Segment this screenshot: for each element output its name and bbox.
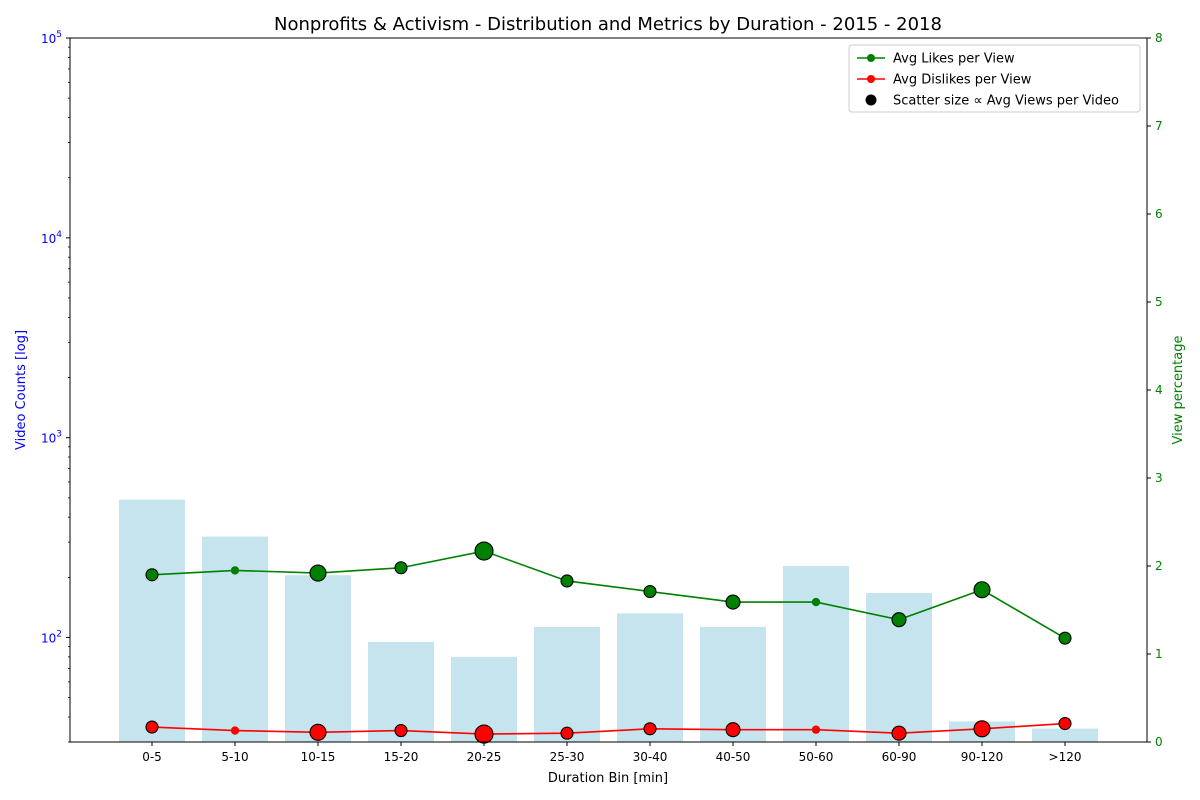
y2-tick-label: 1 — [1155, 647, 1163, 661]
y2-tick-label: 8 — [1155, 31, 1163, 45]
series-0-point->120 — [1058, 631, 1072, 645]
y2-tick-label: 4 — [1155, 383, 1163, 397]
y2-axis-label: View percentage — [1171, 336, 1186, 445]
series-0-point-30-40 — [643, 584, 657, 599]
x-tick-label: >120 — [1049, 750, 1082, 764]
bar-25-30 — [534, 626, 600, 742]
legend: Avg Likes per View Avg Dislikes per View S… — [848, 44, 1141, 113]
series-0-point-20-25 — [474, 541, 494, 561]
lines-layer — [145, 541, 1072, 744]
legend-marker — [867, 75, 875, 83]
legend-label: Avg Likes per View — [893, 52, 1015, 67]
series-1-point-60-90 — [891, 725, 907, 741]
legend-label: Avg Dislikes per View — [893, 73, 1032, 88]
y2-tick-label: 2 — [1155, 559, 1163, 573]
y-axis-label: Video Counts [log] — [14, 330, 29, 450]
bar->120 — [1032, 728, 1098, 742]
x-tick-label: 40-50 — [716, 750, 751, 764]
y2-tick-label: 0 — [1155, 735, 1163, 749]
series-0-point-10-15 — [309, 564, 327, 582]
x-tick-label: 10-15 — [301, 750, 336, 764]
bar-50-60 — [783, 565, 849, 742]
series-1-point-25-30 — [560, 726, 574, 740]
bar-30-40 — [617, 613, 683, 742]
y-tick-label: 104 — [41, 230, 62, 246]
series-1-point-20-25 — [474, 724, 494, 744]
legend-label: Scatter size ∝ Avg Views per Video — [893, 94, 1119, 109]
series-1-point-15-20 — [394, 724, 408, 738]
series-line-1 — [151, 722, 1066, 735]
x-tick-label: 50-60 — [799, 750, 834, 764]
series-0-point-50-60 — [811, 597, 821, 607]
x-tick-label: 15-20 — [384, 750, 419, 764]
x-tick-label: 60-90 — [882, 750, 917, 764]
series-0-point-5-10 — [230, 566, 240, 575]
x-tick-label: 5-10 — [221, 750, 248, 764]
bar-0-5 — [119, 499, 185, 742]
y-tick-label: 105 — [41, 30, 62, 46]
x-tick-label: 0-5 — [142, 750, 162, 764]
series-0-point-60-90 — [891, 612, 907, 628]
x-axis-label: Duration Bin [min] — [548, 771, 668, 786]
x-tick-label: 30-40 — [633, 750, 668, 764]
series-0-point-15-20 — [394, 561, 408, 575]
series-1-point-50-60 — [811, 725, 821, 734]
series-0-point-25-30 — [560, 574, 574, 588]
series-1-point-10-15 — [309, 723, 327, 741]
axes-layer: 0-5 5-10 10-15 15-20 20-25 25-30 30-40 40-50 50-… — [41, 30, 1163, 764]
x-tick-label: 90-120 — [961, 750, 1004, 764]
series-line-0 — [151, 550, 1066, 639]
y2-tick-label: 6 — [1155, 207, 1163, 221]
series-1-point-40-50 — [725, 722, 741, 738]
series-1-point-0-5 — [145, 720, 159, 734]
y2-tick-label: 5 — [1155, 295, 1163, 309]
y-tick-label: 102 — [41, 630, 62, 646]
x-tick-label: 20-25 — [467, 750, 502, 764]
x-tick-label: 25-30 — [550, 750, 585, 764]
bar-10-15 — [285, 575, 351, 742]
series-1-point-90-120 — [973, 720, 991, 738]
series-1-point-5-10 — [230, 726, 240, 735]
series-0-point-0-5 — [145, 568, 159, 582]
y2-tick-label: 3 — [1155, 471, 1163, 485]
series-1-point-30-40 — [643, 722, 657, 736]
series-1-point->120 — [1058, 716, 1072, 731]
legend-box — [848, 44, 1141, 113]
series-0-point-90-120 — [973, 581, 991, 599]
y-tick-label: 103 — [41, 430, 62, 446]
bars-layer — [119, 499, 1098, 742]
legend-marker — [867, 54, 875, 62]
legend-marker — [865, 94, 877, 106]
chart-title: Nonprofits & Activism - Distribution and… — [274, 14, 942, 35]
y2-tick-label: 7 — [1155, 119, 1163, 133]
series-0-point-40-50 — [725, 594, 741, 610]
